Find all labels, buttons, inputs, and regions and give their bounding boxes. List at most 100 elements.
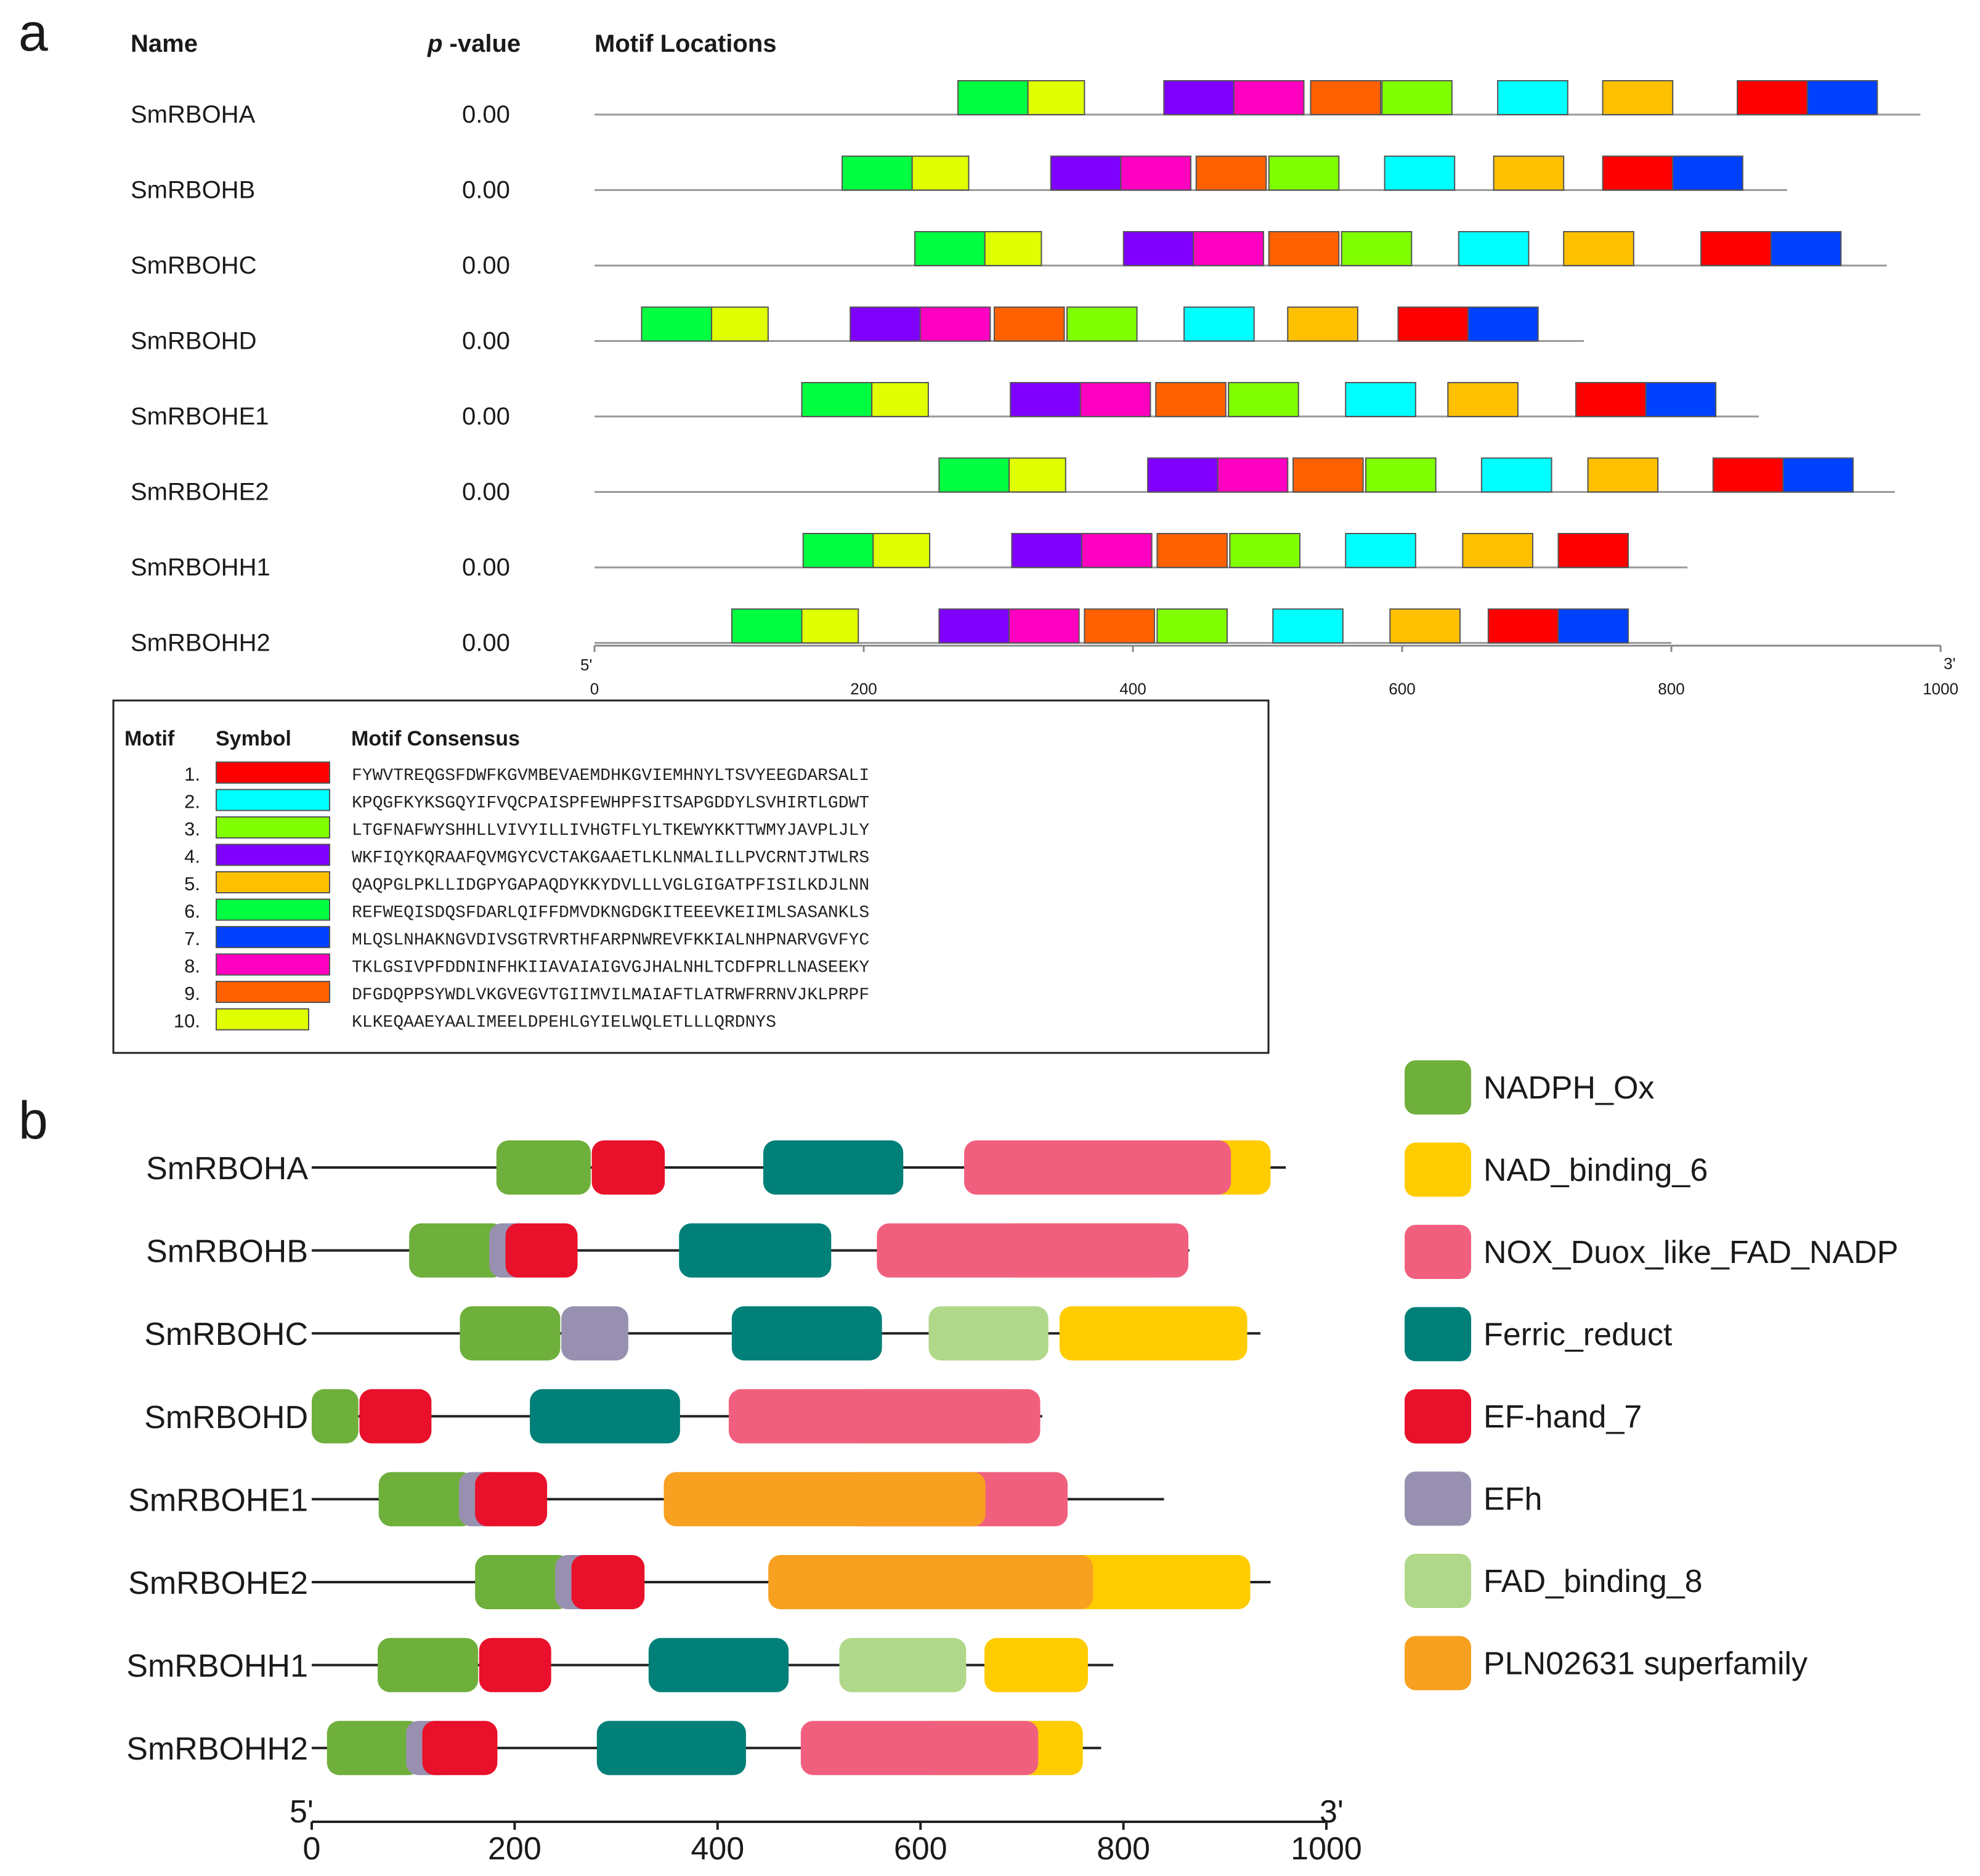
motif-box-7 bbox=[1467, 306, 1539, 342]
legend-header-motif: Motif bbox=[124, 727, 175, 750]
pvalue-italic-p: p bbox=[427, 30, 442, 57]
motif-box-7 bbox=[1782, 457, 1854, 493]
motif-box-5 bbox=[1602, 80, 1674, 115]
legend-motif-number: 10. bbox=[174, 1010, 200, 1032]
domain-box-nadph-ox bbox=[475, 1555, 570, 1609]
motif-box-2 bbox=[1345, 533, 1416, 568]
legend-motif-number: 1. bbox=[184, 763, 200, 785]
domain-box-nad-binding-6 bbox=[1059, 1306, 1248, 1361]
legend-motif-number: 7. bbox=[184, 928, 200, 949]
gene-pvalue: 0.00 bbox=[462, 554, 510, 581]
legend-motif-number: 9. bbox=[184, 983, 200, 1004]
motif-box-2 bbox=[1458, 231, 1530, 266]
gene-name-motif: SmRBOHB bbox=[131, 177, 255, 204]
gene-pvalue: 0.00 bbox=[462, 479, 510, 506]
motif-rows: SmRBOHA 0.00 SmRBOHB 0.00 SmRBOHC 0.00 SmRBOHD… bbox=[131, 80, 1921, 657]
motif-box-10 bbox=[801, 608, 859, 644]
motif-axis-tick-label: 200 bbox=[850, 680, 877, 698]
domain-box-nadph-ox bbox=[496, 1140, 591, 1195]
motif-box-2 bbox=[1480, 457, 1552, 493]
motif-box-7 bbox=[1806, 80, 1878, 115]
gene-name-domain: SmRBOHD bbox=[144, 1400, 308, 1435]
legend-motif-number: 3. bbox=[184, 818, 200, 840]
domain-box-nad-binding-6 bbox=[1065, 1555, 1251, 1609]
gene-name-domain: SmRBOHH1 bbox=[126, 1649, 308, 1684]
domain-box-ef-hand-7 bbox=[475, 1472, 548, 1527]
motif-box-6 bbox=[801, 382, 873, 417]
motif-box-4 bbox=[938, 608, 1010, 644]
domain-box-ef-hand-7 bbox=[359, 1389, 432, 1444]
motif-box-6 bbox=[842, 155, 913, 191]
motif-box-10 bbox=[1027, 80, 1085, 115]
motif-axis-tick-label: 0 bbox=[590, 680, 599, 698]
motif-box-1 bbox=[1737, 80, 1808, 115]
motif-box-10 bbox=[871, 382, 929, 417]
domain-legend-label: PLN02631 superfamily bbox=[1483, 1646, 1808, 1682]
motif-box-2 bbox=[1384, 155, 1456, 191]
motif-legend-box bbox=[112, 699, 1270, 1054]
motif-box-1 bbox=[1700, 231, 1772, 266]
motif-box-5 bbox=[1587, 457, 1659, 493]
domain-legend-label: NOX_Duox_like_FAD_NADP bbox=[1483, 1235, 1898, 1270]
domain-box-nadph-ox bbox=[409, 1223, 505, 1278]
legend-motif-consensus: KPQGFKYKSGQYIFVQCPAISPFEWHPFSITSAPGDDYLS… bbox=[352, 794, 869, 813]
domain-box-nox-duox-like-fad-nadp bbox=[728, 1389, 1041, 1444]
gene-pvalue: 0.00 bbox=[462, 252, 510, 279]
domain-box-nadph-ox bbox=[327, 1721, 421, 1776]
domain-rows: SmRBOHA SmRBOHB SmRBOHC SmRBOHD SmRBOHE1 SmRB… bbox=[126, 1140, 1286, 1776]
domain-box-nox-duox-like-fad-nadp bbox=[964, 1140, 1231, 1195]
motif-box-6 bbox=[957, 80, 1029, 115]
motif-box-7 bbox=[1672, 155, 1743, 191]
legend-motif-consensus: FYWVTREQGSFDWFKGVMBEVAEMDHKGVIEMHNYLTSVY… bbox=[352, 766, 869, 786]
motif-box-8 bbox=[1193, 231, 1264, 266]
motif-box-10 bbox=[911, 155, 970, 191]
legend-motif-number: 5. bbox=[184, 873, 200, 895]
domain-box-fad-binding-8 bbox=[928, 1306, 1049, 1361]
motif-axis-3prime: 3' bbox=[1944, 654, 1955, 673]
col-header-pvalue: p -value bbox=[427, 30, 521, 57]
motif-box-7 bbox=[1645, 382, 1717, 417]
motif-box-10 bbox=[984, 231, 1042, 266]
motif-box-8 bbox=[1079, 382, 1151, 417]
gene-pvalue: 0.00 bbox=[462, 328, 510, 355]
legend-motif-number: 8. bbox=[184, 956, 200, 977]
motif-box-4 bbox=[850, 306, 921, 342]
motif-box-9 bbox=[1310, 80, 1382, 115]
domain-axis-tick-label: 200 bbox=[488, 1831, 542, 1867]
domain-box-ef-hand-7 bbox=[479, 1638, 551, 1692]
motif-box-1 bbox=[1712, 457, 1784, 493]
legend-motif-symbol-5 bbox=[216, 871, 330, 893]
legend-motif-number: 4. bbox=[184, 846, 200, 867]
domain-box-pln02631-superfamily bbox=[663, 1472, 986, 1527]
col-header-name: Name bbox=[131, 30, 198, 57]
motif-box-8 bbox=[1120, 155, 1191, 191]
domain-box-efh bbox=[561, 1306, 628, 1361]
legend-motif-symbol-3 bbox=[216, 816, 330, 839]
motif-box-2 bbox=[1272, 608, 1344, 644]
legend-motif-symbol-7 bbox=[216, 926, 330, 948]
motif-box-6 bbox=[938, 457, 1010, 493]
motif-box-3 bbox=[1268, 155, 1340, 191]
domain-box-nadph-ox bbox=[460, 1306, 561, 1361]
motif-box-5 bbox=[1389, 608, 1461, 644]
motif-box-10 bbox=[872, 533, 931, 568]
legend-motif-symbol-4 bbox=[216, 843, 330, 866]
motif-box-6 bbox=[731, 608, 803, 644]
motif-box-1 bbox=[1487, 608, 1559, 644]
motif-box-10 bbox=[1008, 457, 1066, 493]
motif-box-4 bbox=[1010, 382, 1081, 417]
legend-motif-consensus: REFWEQISDQSFDARLQIFFDMVDKNGDGKITEEEVKEII… bbox=[352, 904, 869, 923]
motif-box-2 bbox=[1497, 80, 1568, 115]
legend-motif-symbol-9 bbox=[216, 981, 330, 1003]
domain-legend-label: FAD_binding_8 bbox=[1483, 1564, 1703, 1599]
motif-box-5 bbox=[1447, 382, 1519, 417]
domain-legend-swatch bbox=[1405, 1636, 1471, 1691]
domain-legend-swatch bbox=[1405, 1060, 1471, 1115]
motif-box-3 bbox=[1341, 231, 1413, 266]
legend-motif-symbol-8 bbox=[216, 953, 330, 976]
domain-legend-swatch bbox=[1405, 1471, 1471, 1526]
motif-legend-rows: 1. FYWVTREQGSFDWFKGVMBEVAEMDHKGVIEMHNYLTS… bbox=[174, 761, 869, 1033]
motif-box-8 bbox=[1233, 80, 1305, 115]
legend-motif-symbol-10 bbox=[216, 1008, 309, 1031]
